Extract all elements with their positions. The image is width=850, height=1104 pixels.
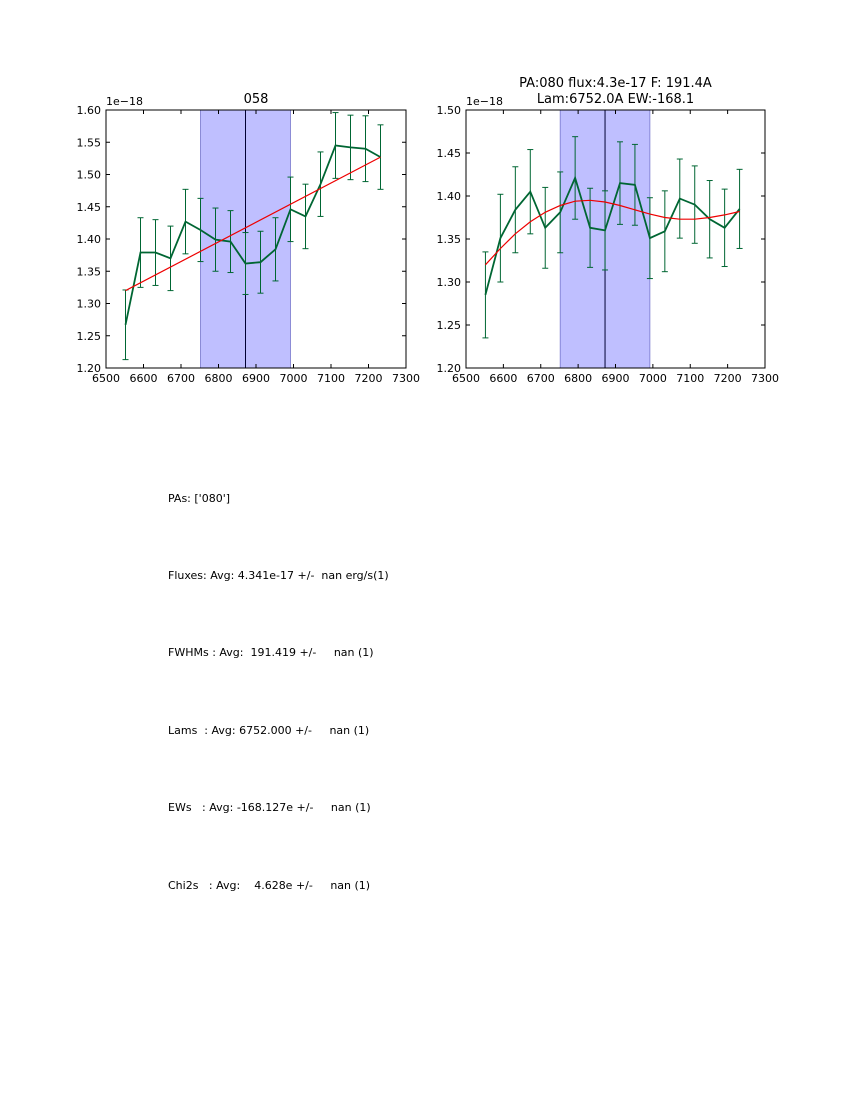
y-tick-label: 1.25 xyxy=(77,330,102,343)
y-tick-label: 1.45 xyxy=(77,201,102,214)
y-tick-label: 1.30 xyxy=(437,276,462,289)
x-tick-label: 7200 xyxy=(714,372,742,385)
y-offset-text: 1e−18 xyxy=(106,95,143,108)
x-tick-label: 6800 xyxy=(564,372,592,385)
y-tick-label: 1.35 xyxy=(77,265,102,278)
x-tick-label: 6700 xyxy=(167,372,195,385)
stats-ews: EWs : Avg: -168.127e +/- nan (1) xyxy=(168,795,389,821)
stats-chi2s: Chi2s : Avg: 4.628e +/- nan (1) xyxy=(168,873,389,899)
y-tick-label: 1.40 xyxy=(77,233,102,246)
x-tick-label: 7200 xyxy=(355,372,383,385)
x-tick-label: 7000 xyxy=(280,372,308,385)
y-tick-label: 1.20 xyxy=(437,362,462,375)
x-tick-label: 7300 xyxy=(392,372,420,385)
y-tick-label: 1.40 xyxy=(437,190,462,203)
stats-fwhms: FWHMs : Avg: 191.419 +/- nan (1) xyxy=(168,640,389,666)
x-tick-label: 6700 xyxy=(527,372,555,385)
x-tick-label: 6900 xyxy=(242,372,270,385)
y-tick-label: 1.60 xyxy=(77,104,102,117)
stats-block: PAs: ['080'] Fluxes: Avg: 4.341e-17 +/- … xyxy=(168,434,389,950)
y-tick-label: 1.30 xyxy=(77,298,102,311)
stats-pas: PAs: ['080'] xyxy=(168,486,389,512)
x-tick-label: 6800 xyxy=(205,372,233,385)
x-tick-label: 7300 xyxy=(751,372,779,385)
y-tick-label: 1.20 xyxy=(77,362,102,375)
y-tick-label: 1.55 xyxy=(77,136,102,149)
x-tick-label: 7100 xyxy=(317,372,345,385)
y-tick-label: 1.50 xyxy=(437,104,462,117)
y-tick-label: 1.35 xyxy=(437,233,462,246)
x-tick-label: 6900 xyxy=(602,372,630,385)
stats-lams: Lams : Avg: 6752.000 +/- nan (1) xyxy=(168,718,389,744)
x-tick-label: 7000 xyxy=(639,372,667,385)
y-offset-text: 1e−18 xyxy=(466,95,503,108)
stats-fluxes: Fluxes: Avg: 4.341e-17 +/- nan erg/s(1) xyxy=(168,563,389,589)
chart-title-line: Lam:6752.0A EW:-168.1 xyxy=(537,92,694,107)
y-tick-label: 1.50 xyxy=(77,169,102,182)
y-tick-label: 1.45 xyxy=(437,147,462,160)
x-tick-label: 6600 xyxy=(489,372,517,385)
y-tick-label: 1.25 xyxy=(437,319,462,332)
chart-title: 058 xyxy=(244,92,269,107)
x-tick-label: 7100 xyxy=(676,372,704,385)
chart-title-line: PA:080 flux:4.3e-17 F: 191.4A xyxy=(519,76,712,91)
x-tick-label: 6600 xyxy=(130,372,158,385)
